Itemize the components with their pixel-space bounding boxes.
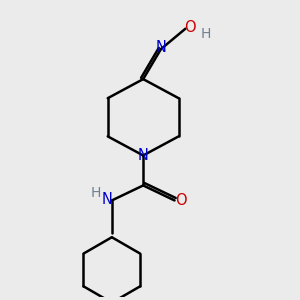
Text: N: N (155, 40, 166, 55)
Text: H: H (201, 27, 211, 41)
Text: O: O (184, 20, 196, 35)
Text: N: N (138, 148, 148, 163)
Text: H: H (91, 186, 101, 200)
Text: N: N (101, 192, 112, 207)
Text: O: O (175, 193, 186, 208)
